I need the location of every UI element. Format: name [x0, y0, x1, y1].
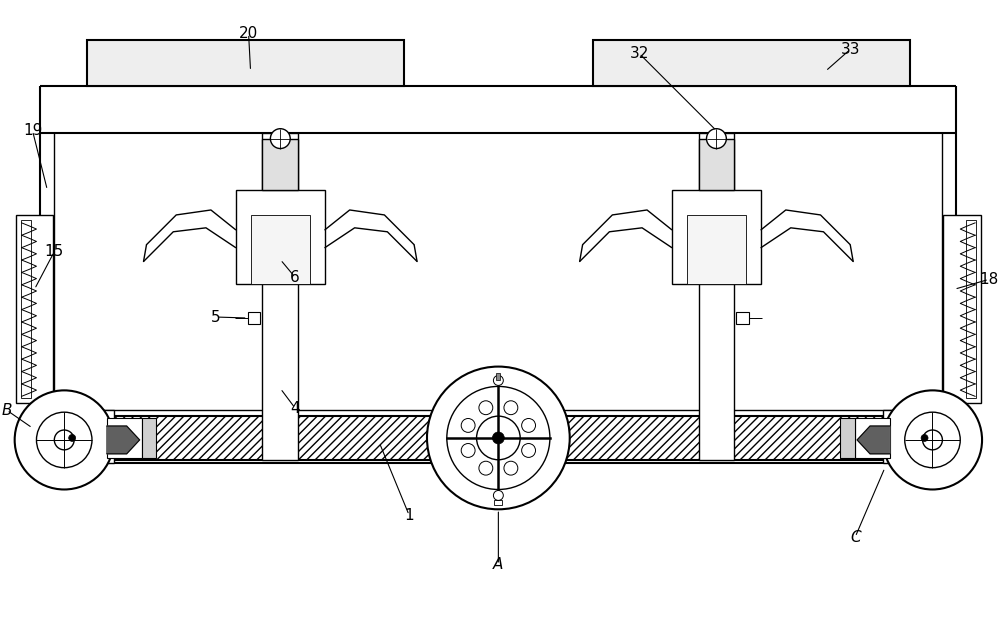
- Text: B: B: [1, 403, 12, 418]
- Bar: [251, 215, 310, 284]
- Bar: [687, 215, 746, 284]
- Bar: [855, 418, 890, 458]
- Bar: [16, 215, 53, 403]
- Circle shape: [461, 443, 475, 458]
- Text: 6: 6: [290, 270, 300, 285]
- Text: 19: 19: [23, 123, 42, 138]
- Circle shape: [54, 430, 74, 450]
- Polygon shape: [107, 426, 140, 454]
- Text: 4: 4: [290, 401, 300, 416]
- Bar: [943, 215, 981, 403]
- Text: A: A: [493, 557, 504, 573]
- Circle shape: [504, 401, 518, 415]
- Text: 20: 20: [239, 26, 258, 41]
- Polygon shape: [857, 426, 890, 454]
- Text: 32: 32: [629, 46, 649, 61]
- Bar: [496, 373, 500, 380]
- Bar: [107, 418, 142, 458]
- Bar: [262, 139, 298, 190]
- Circle shape: [479, 461, 493, 475]
- Bar: [248, 312, 260, 324]
- Circle shape: [461, 419, 475, 433]
- Text: 1: 1: [404, 508, 414, 523]
- Bar: [87, 40, 404, 86]
- Circle shape: [493, 376, 503, 385]
- Circle shape: [477, 416, 520, 459]
- Bar: [840, 418, 855, 458]
- Text: 15: 15: [45, 244, 64, 259]
- Circle shape: [15, 390, 114, 489]
- Circle shape: [270, 128, 290, 148]
- Circle shape: [707, 128, 726, 148]
- Circle shape: [504, 461, 518, 475]
- Circle shape: [493, 491, 503, 500]
- Bar: [736, 312, 749, 324]
- Text: 18: 18: [979, 272, 999, 287]
- Circle shape: [923, 430, 942, 450]
- Circle shape: [905, 412, 960, 468]
- Bar: [593, 40, 910, 86]
- Bar: [21, 220, 31, 398]
- Circle shape: [447, 387, 550, 489]
- Circle shape: [36, 412, 92, 468]
- Circle shape: [522, 443, 536, 458]
- Bar: [883, 410, 942, 463]
- Bar: [262, 133, 298, 459]
- Bar: [107, 416, 890, 459]
- Bar: [494, 500, 502, 505]
- Text: 5: 5: [211, 309, 221, 325]
- Circle shape: [522, 419, 536, 433]
- Circle shape: [479, 401, 493, 415]
- Circle shape: [69, 435, 76, 442]
- Circle shape: [883, 390, 982, 489]
- Text: 33: 33: [840, 42, 860, 57]
- Circle shape: [492, 432, 504, 444]
- Circle shape: [427, 367, 570, 509]
- Bar: [699, 133, 734, 459]
- Bar: [966, 220, 976, 398]
- Bar: [54, 410, 114, 463]
- Bar: [236, 190, 325, 284]
- Circle shape: [921, 435, 928, 442]
- Bar: [142, 418, 156, 458]
- Text: C: C: [850, 530, 860, 544]
- Bar: [699, 139, 734, 190]
- Bar: [672, 190, 761, 284]
